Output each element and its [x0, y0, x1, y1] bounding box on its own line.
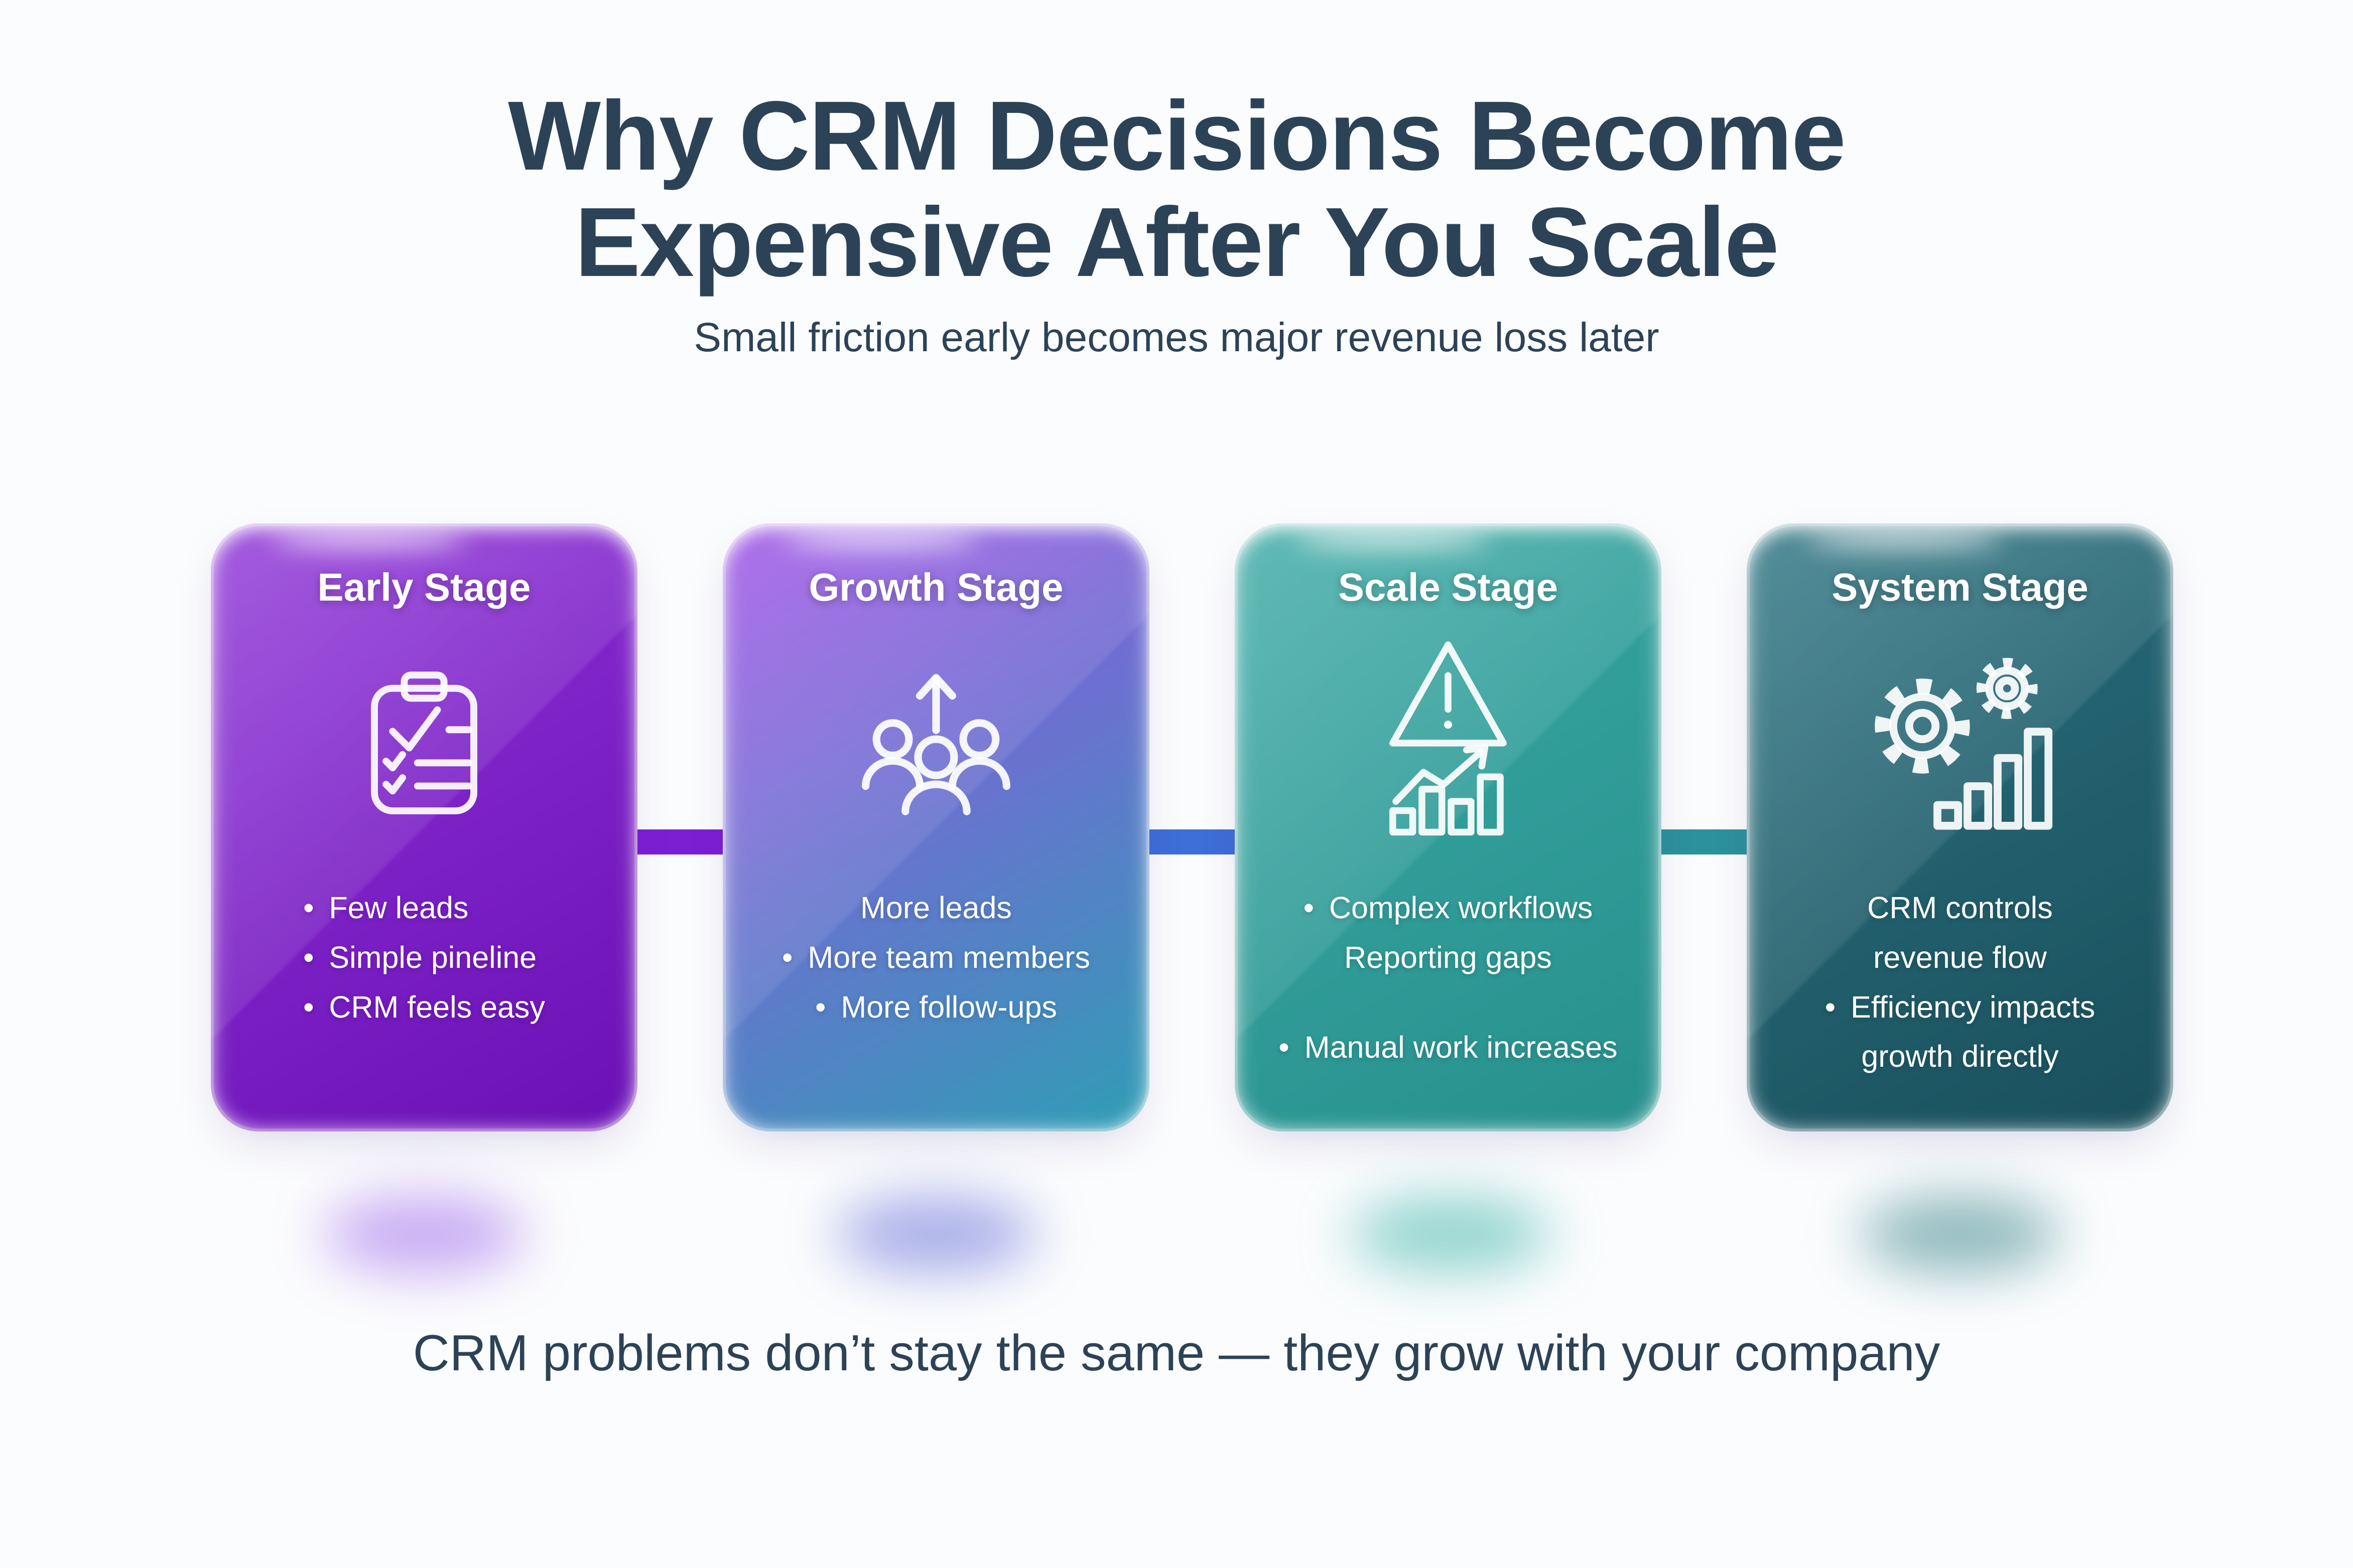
list-item: Simple pineline — [303, 933, 545, 982]
list-item-text: Reporting gaps — [1344, 940, 1552, 974]
list-item: More leads — [782, 883, 1090, 933]
card-title-growth: Growth Stage — [809, 565, 1064, 609]
page-title-line1: Why CRM Decisions Become — [508, 81, 1846, 191]
header: Why CRM Decisions Become Expensive After… — [0, 83, 2353, 361]
stage-card-scale: Scale Stage Complex workflows Reporting … — [1235, 523, 1661, 1131]
list-item-text: Complex workflows — [1329, 891, 1593, 925]
card-shadow-growth — [836, 1197, 1036, 1272]
card-bullet-list: Few leads Simple pineline CRM feels easy — [303, 883, 545, 1032]
clipboard-checklist-icon — [341, 624, 507, 865]
card-shadow-system — [1860, 1197, 2060, 1272]
stage-card-scale-content: Scale Stage Complex workflows Reporting … — [1235, 523, 1661, 1131]
list-item: Efficiency impacts — [1825, 982, 2095, 1032]
card-bullet-list: CRM controls revenue flow Efficiency imp… — [1825, 883, 2095, 1081]
connector-bar-growth-scale — [1139, 829, 1245, 854]
list-item: Complex workflows — [1278, 883, 1617, 933]
list-item-text: CRM controls — [1867, 891, 2053, 925]
connector-bar-scale-system — [1651, 829, 1757, 854]
card-bullet-list: Complex workflows Reporting gaps Manual … — [1278, 883, 1618, 1072]
gears-bar-chart-icon — [1855, 624, 2065, 865]
page-title: Why CRM Decisions Become Expensive After… — [0, 83, 2353, 295]
list-item: growth directly — [1825, 1032, 2095, 1081]
list-item-text: revenue flow — [1873, 940, 2047, 974]
list-item: More team members — [782, 933, 1090, 982]
stage-card-growth-content: Growth Stage More leads More team member… — [723, 523, 1149, 1131]
list-item: CRM feels easy — [303, 982, 545, 1032]
card-title-system: System Stage — [1832, 565, 2088, 609]
list-item: Few leads — [303, 883, 545, 933]
list-item-text: growth directly — [1861, 1039, 2059, 1074]
page-title-line2: Expensive After You Scale — [575, 187, 1779, 297]
team-growth-icon — [846, 624, 1026, 865]
list-item: Manual work increases — [1278, 1023, 1618, 1072]
card-title-early: Early Stage — [317, 565, 531, 609]
list-item: More follow-ups — [782, 982, 1090, 1032]
list-item-text: Efficiency impacts — [1851, 989, 2096, 1024]
list-item-text: Simple pineline — [329, 940, 537, 974]
card-bullet-list: More leads More team members More follow… — [782, 883, 1090, 1032]
stage-card-early: Early Stage Few leads Simple pineline CR… — [211, 523, 637, 1131]
card-shadow-scale — [1350, 1197, 1551, 1272]
page-subtitle: Small friction early becomes major reven… — [694, 315, 1659, 361]
card-title-scale: Scale Stage — [1338, 565, 1558, 609]
list-item-text: More team members — [808, 940, 1091, 974]
stage-card-growth: Growth Stage More leads More team member… — [723, 523, 1149, 1131]
stage-card-system: System Stage — [1747, 523, 2173, 1131]
list-item: Reporting gaps — [1278, 933, 1617, 982]
list-item-text: CRM feels easy — [329, 989, 545, 1024]
stage-card-early-content: Early Stage Few leads Simple pineline CR… — [211, 523, 637, 1131]
footer-caption: CRM problems don’t stay the same — they … — [413, 1325, 1940, 1381]
list-item: revenue flow — [1825, 933, 2095, 982]
connector-bar-early-growth — [627, 829, 733, 854]
list-item-text: Few leads — [329, 891, 469, 925]
list-item-text: Manual work increases — [1304, 1030, 1618, 1064]
list-item-text: More leads — [860, 891, 1012, 925]
stage-card-system-content: System Stage — [1747, 523, 2173, 1131]
list-item-text: More follow-ups — [841, 989, 1057, 1024]
list-item: CRM controls — [1825, 883, 2095, 933]
card-shadow-early — [324, 1197, 525, 1272]
warning-growth-chart-icon — [1371, 624, 1525, 865]
